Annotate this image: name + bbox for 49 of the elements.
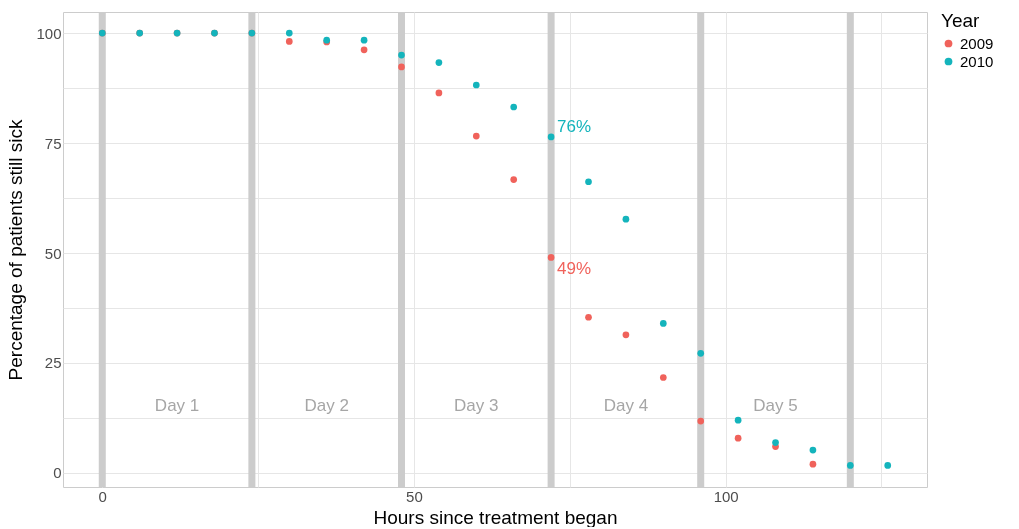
point — [472, 81, 480, 89]
annotation: Day 4 — [603, 396, 649, 416]
point — [697, 349, 705, 357]
y-tick-label: 100 — [36, 24, 62, 42]
point — [622, 215, 630, 223]
legend-title: Year — [941, 10, 981, 31]
point — [622, 331, 630, 339]
x-axis-title: Hours since treatment began — [373, 506, 618, 528]
point — [772, 439, 779, 446]
y-tick-label: 50 — [44, 244, 62, 262]
y-tick-label: 25 — [44, 354, 62, 372]
point — [435, 59, 443, 66]
point — [435, 89, 443, 97]
point — [285, 38, 293, 45]
y-axis-title: Percentage of patients still sick — [5, 119, 27, 381]
point — [547, 133, 555, 141]
point — [659, 374, 667, 381]
point — [398, 63, 405, 71]
x-tick-label: 0 — [98, 487, 107, 505]
point — [510, 176, 518, 183]
point — [809, 446, 817, 454]
point — [398, 51, 405, 59]
point — [360, 36, 368, 44]
point — [809, 460, 817, 468]
x-tick-label: 50 — [406, 487, 423, 505]
point — [547, 254, 555, 261]
point — [659, 320, 667, 327]
point — [510, 103, 518, 111]
point — [734, 434, 742, 442]
legend-label: 2009 — [960, 34, 994, 52]
y-tick-label: 75 — [44, 134, 62, 152]
y-tick-label: 0 — [53, 464, 62, 482]
annotation: Day 5 — [753, 396, 798, 416]
point — [585, 313, 592, 321]
point — [884, 462, 892, 469]
point — [360, 46, 368, 54]
point — [846, 462, 854, 469]
annotation: 76% — [557, 116, 592, 136]
annotation: Day 3 — [454, 396, 499, 416]
legend-label: 2010 — [960, 52, 994, 70]
x-tick-label: 100 — [713, 487, 739, 505]
point — [285, 29, 293, 37]
point — [697, 417, 705, 425]
annotation: Day 1 — [154, 396, 200, 416]
annotation: 49% — [557, 259, 592, 279]
point — [472, 132, 480, 140]
point — [585, 178, 592, 186]
point — [734, 416, 742, 424]
annotation: Day 2 — [304, 396, 349, 416]
